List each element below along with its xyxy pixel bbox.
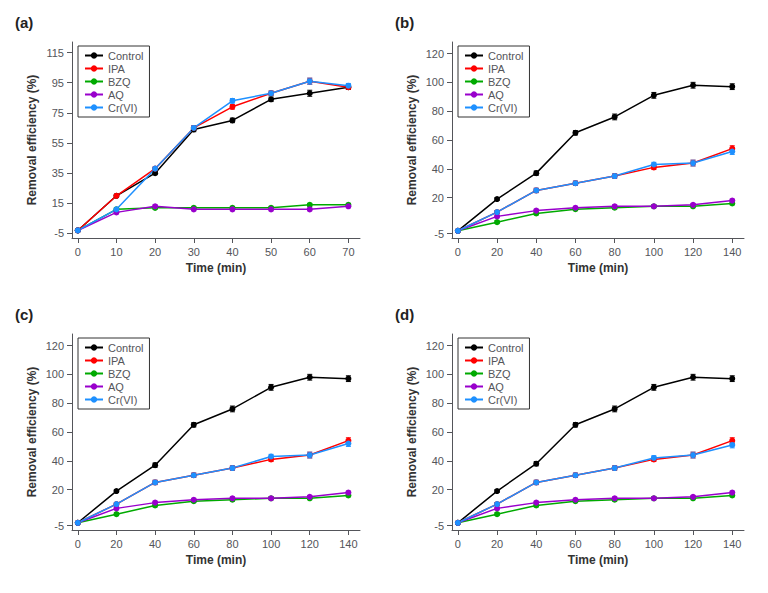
svg-text:100: 100 [645,246,663,258]
svg-text:Control: Control [108,50,143,62]
svg-text:0: 0 [455,246,461,258]
svg-text:40: 40 [52,455,64,467]
svg-text:20: 20 [149,246,161,258]
svg-text:IPA: IPA [108,63,126,75]
svg-text:120: 120 [426,48,444,60]
svg-text:-5: -5 [54,227,64,239]
svg-text:(b): (b) [395,14,414,31]
svg-text:120: 120 [684,538,702,550]
svg-text:15: 15 [52,197,64,209]
svg-text:40: 40 [226,246,238,258]
svg-text:Cr(VI): Cr(VI) [488,102,517,114]
svg-text:IPA: IPA [108,355,126,367]
svg-text:80: 80 [432,105,444,117]
svg-text:0: 0 [75,246,81,258]
svg-text:40: 40 [432,455,444,467]
svg-text:10: 10 [110,246,122,258]
svg-text:Cr(VI): Cr(VI) [108,102,137,114]
svg-text:Time (min): Time (min) [568,261,628,275]
svg-text:80: 80 [432,397,444,409]
svg-text:20: 20 [52,484,64,496]
svg-text:120: 120 [46,340,64,352]
svg-text:AQ: AQ [488,89,504,101]
svg-text:60: 60 [569,538,581,550]
svg-text:Control: Control [488,342,523,354]
svg-text:BZQ: BZQ [488,76,511,88]
svg-text:Time (min): Time (min) [186,553,246,567]
svg-text:Time (min): Time (min) [186,261,246,275]
svg-text:60: 60 [432,134,444,146]
svg-text:IPA: IPA [488,355,506,367]
svg-text:(a): (a) [15,14,33,31]
svg-text:100: 100 [46,368,64,380]
svg-text:-5: -5 [434,228,444,240]
svg-text:20: 20 [432,484,444,496]
svg-text:0: 0 [455,538,461,550]
svg-text:120: 120 [301,538,319,550]
svg-text:Control: Control [488,50,523,62]
svg-text:60: 60 [569,246,581,258]
svg-text:AQ: AQ [108,381,124,393]
svg-text:140: 140 [723,538,741,550]
svg-text:100: 100 [426,368,444,380]
svg-text:40: 40 [432,163,444,175]
svg-text:BZQ: BZQ [108,76,131,88]
svg-text:75: 75 [52,107,64,119]
svg-text:20: 20 [432,192,444,204]
svg-text:40: 40 [530,246,542,258]
svg-text:Removal efficiency (%): Removal efficiency (%) [25,367,39,498]
svg-text:40: 40 [149,538,161,550]
svg-text:80: 80 [609,246,621,258]
svg-text:35: 35 [52,167,64,179]
svg-text:20: 20 [491,246,503,258]
svg-text:100: 100 [426,76,444,88]
svg-text:Cr(VI): Cr(VI) [488,394,517,406]
svg-text:(c): (c) [15,306,33,323]
svg-text:55: 55 [52,137,64,149]
svg-text:60: 60 [52,426,64,438]
svg-text:40: 40 [530,538,542,550]
svg-text:Removal efficiency (%): Removal efficiency (%) [405,367,419,498]
svg-text:-5: -5 [434,520,444,532]
svg-text:60: 60 [432,426,444,438]
svg-text:Control: Control [108,342,143,354]
svg-text:80: 80 [226,538,238,550]
svg-text:140: 140 [723,246,741,258]
svg-text:IPA: IPA [488,63,506,75]
svg-text:-5: -5 [54,520,64,532]
svg-text:Cr(VI): Cr(VI) [108,394,137,406]
svg-text:120: 120 [684,246,702,258]
svg-text:Removal efficiency (%): Removal efficiency (%) [405,75,419,206]
svg-text:BZQ: BZQ [108,368,131,380]
svg-text:140: 140 [339,538,357,550]
svg-text:115: 115 [46,47,64,59]
svg-text:60: 60 [188,538,200,550]
svg-text:0: 0 [75,538,81,550]
svg-text:70: 70 [342,246,354,258]
svg-text:80: 80 [52,397,64,409]
svg-text:BZQ: BZQ [488,368,511,380]
svg-text:120: 120 [426,340,444,352]
svg-text:20: 20 [491,538,503,550]
svg-text:95: 95 [52,77,64,89]
svg-text:30: 30 [188,246,200,258]
svg-text:AQ: AQ [108,89,124,101]
svg-text:50: 50 [265,246,277,258]
svg-text:100: 100 [645,538,663,550]
svg-text:20: 20 [110,538,122,550]
svg-text:Time (min): Time (min) [568,553,628,567]
svg-text:Removal efficiency (%): Removal efficiency (%) [25,75,39,206]
svg-text:AQ: AQ [488,381,504,393]
svg-text:80: 80 [609,538,621,550]
svg-text:60: 60 [304,246,316,258]
svg-text:100: 100 [262,538,280,550]
svg-text:(d): (d) [395,306,414,323]
